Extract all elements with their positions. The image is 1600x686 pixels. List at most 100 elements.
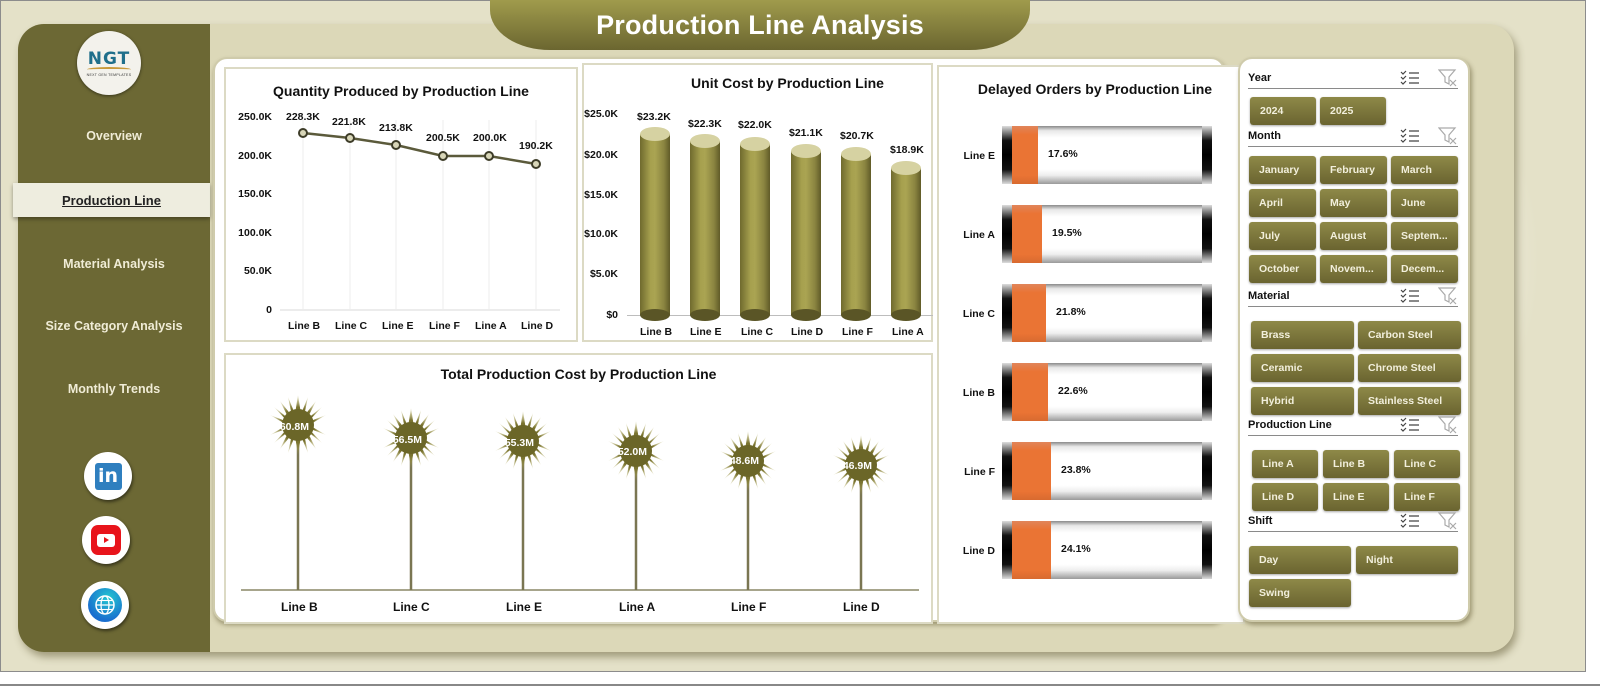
- year-option-2025[interactable]: 2025: [1320, 97, 1386, 125]
- option-label: Novem...: [1330, 263, 1374, 275]
- clear-filter-icon[interactable]: [1438, 127, 1458, 145]
- linkedin-button[interactable]: in: [84, 452, 132, 500]
- sidebar-item-overview[interactable]: Overview: [18, 119, 210, 153]
- option-label: Brass: [1261, 329, 1291, 341]
- y-tick: 100.0K: [238, 227, 272, 239]
- multi-select-icon[interactable]: [1400, 513, 1420, 529]
- clear-filter-icon[interactable]: [1438, 69, 1458, 87]
- option-label: Line F: [1404, 491, 1435, 503]
- website-button[interactable]: [81, 581, 129, 629]
- data-label: 17.6%: [1048, 148, 1078, 160]
- data-label: $18.9K: [890, 144, 924, 156]
- delay-bar-line-d: 24.1%: [1002, 521, 1212, 579]
- month-option-december[interactable]: Decem...: [1391, 255, 1458, 283]
- data-label: $60.8M: [274, 421, 310, 433]
- bar-line-e: [690, 134, 720, 321]
- data-label: 190.2K: [519, 140, 553, 152]
- material-option-stainless-steel[interactable]: Stainless Steel: [1358, 387, 1461, 415]
- sidebar-item-size-category-analysis[interactable]: Size Category Analysis: [18, 309, 210, 343]
- data-label: 22.6%: [1058, 385, 1088, 397]
- x-tick: Line E: [382, 320, 414, 332]
- x-tick: Line A: [892, 326, 924, 338]
- option-label: Line C: [1404, 458, 1437, 470]
- sidebar-item-monthly-trends[interactable]: Monthly Trends: [18, 372, 210, 406]
- line-option-c[interactable]: Line C: [1394, 450, 1460, 478]
- line-option-b[interactable]: Line B: [1323, 450, 1389, 478]
- year-option-2024[interactable]: 2024: [1250, 97, 1316, 125]
- logo-subtitle: NEXT GEN TEMPLATES: [86, 73, 132, 77]
- shift-slicer-header: Shift: [1248, 510, 1458, 532]
- line-option-d[interactable]: Line D: [1252, 483, 1318, 511]
- line-option-a[interactable]: Line A: [1252, 450, 1318, 478]
- y-tick: 150.0K: [238, 188, 272, 200]
- y-tick: $10.0K: [584, 228, 618, 240]
- option-label: March: [1401, 164, 1432, 176]
- line-option-e[interactable]: Line E: [1323, 483, 1389, 511]
- slicer-title: Year: [1248, 71, 1272, 84]
- month-option-october[interactable]: October: [1249, 255, 1316, 283]
- option-label: Stainless Steel: [1368, 395, 1443, 407]
- option-label: Line A: [1262, 458, 1294, 470]
- month-option-september[interactable]: Septem...: [1391, 222, 1458, 250]
- month-option-november[interactable]: Novem...: [1320, 255, 1387, 283]
- window-bottom-edge: [0, 684, 1600, 686]
- multi-select-icon[interactable]: [1400, 128, 1420, 144]
- data-label: $21.1K: [789, 127, 823, 139]
- month-option-july[interactable]: July: [1249, 222, 1316, 250]
- option-label: June: [1401, 197, 1426, 209]
- page-title: Production Line Analysis: [596, 9, 924, 40]
- material-option-ceramic[interactable]: Ceramic: [1251, 354, 1354, 382]
- data-label: 228.3K: [286, 111, 320, 123]
- option-label: 2024: [1260, 105, 1284, 117]
- logo-swoosh-icon: [87, 67, 131, 72]
- option-label: 2025: [1330, 105, 1354, 117]
- material-option-carbon-steel[interactable]: Carbon Steel: [1358, 321, 1461, 349]
- bar-line-d: [791, 144, 821, 321]
- shift-option-day[interactable]: Day: [1249, 546, 1351, 574]
- multi-select-icon[interactable]: [1400, 70, 1420, 86]
- x-tick: Line F: [429, 320, 460, 332]
- chart-title: Unit Cost by Production Line: [691, 75, 884, 91]
- multi-select-icon[interactable]: [1400, 288, 1420, 304]
- clear-filter-icon[interactable]: [1438, 416, 1458, 434]
- line-option-f[interactable]: Line F: [1394, 483, 1460, 511]
- chart-title: Delayed Orders by Production Line: [977, 81, 1213, 97]
- month-option-june[interactable]: June: [1391, 189, 1458, 217]
- option-label: July: [1259, 230, 1281, 242]
- month-option-august[interactable]: August: [1320, 222, 1387, 250]
- clear-filter-icon[interactable]: [1438, 512, 1458, 530]
- month-option-may[interactable]: May: [1320, 189, 1387, 217]
- x-tick: Line D: [843, 600, 880, 614]
- x-tick: Line A: [619, 600, 656, 614]
- shift-option-swing[interactable]: Swing: [1249, 579, 1351, 607]
- youtube-icon: [91, 525, 121, 555]
- month-option-february[interactable]: February: [1320, 156, 1387, 184]
- material-option-hybrid[interactable]: Hybrid: [1251, 387, 1354, 415]
- sidebar-item-material-analysis[interactable]: Material Analysis: [18, 247, 210, 281]
- multi-select-icon[interactable]: [1400, 417, 1420, 433]
- bar-line-f: [841, 147, 871, 321]
- option-label: Chrome Steel: [1368, 362, 1436, 374]
- sidebar-item-production-line[interactable]: Production Line: [13, 183, 210, 217]
- y-tick: 200.0K: [238, 150, 272, 162]
- data-label: $23.2K: [637, 111, 671, 123]
- x-tick: Line B: [281, 600, 318, 614]
- month-option-march[interactable]: March: [1391, 156, 1458, 184]
- data-label: 200.0K: [473, 132, 507, 144]
- material-option-brass[interactable]: Brass: [1251, 321, 1354, 349]
- shift-option-night[interactable]: Night: [1356, 546, 1458, 574]
- x-tick: Line E: [690, 326, 722, 338]
- delay-bar-line-b: 22.6%: [1002, 363, 1212, 421]
- material-option-chrome-steel[interactable]: Chrome Steel: [1358, 354, 1461, 382]
- y-tick: 50.0K: [243, 265, 272, 277]
- data-label: $48.6M: [724, 455, 760, 467]
- clear-filter-icon[interactable]: [1438, 287, 1458, 305]
- delay-bar-line-e: 17.6%: [1002, 126, 1212, 184]
- y-tick: 0: [266, 304, 272, 316]
- month-option-january[interactable]: January: [1249, 156, 1316, 184]
- month-option-april[interactable]: April: [1249, 189, 1316, 217]
- linkedin-glyph: in: [97, 465, 119, 487]
- youtube-button[interactable]: [82, 516, 130, 564]
- delay-bar-line-a: 19.5%: [1002, 205, 1212, 263]
- option-label: April: [1259, 197, 1283, 209]
